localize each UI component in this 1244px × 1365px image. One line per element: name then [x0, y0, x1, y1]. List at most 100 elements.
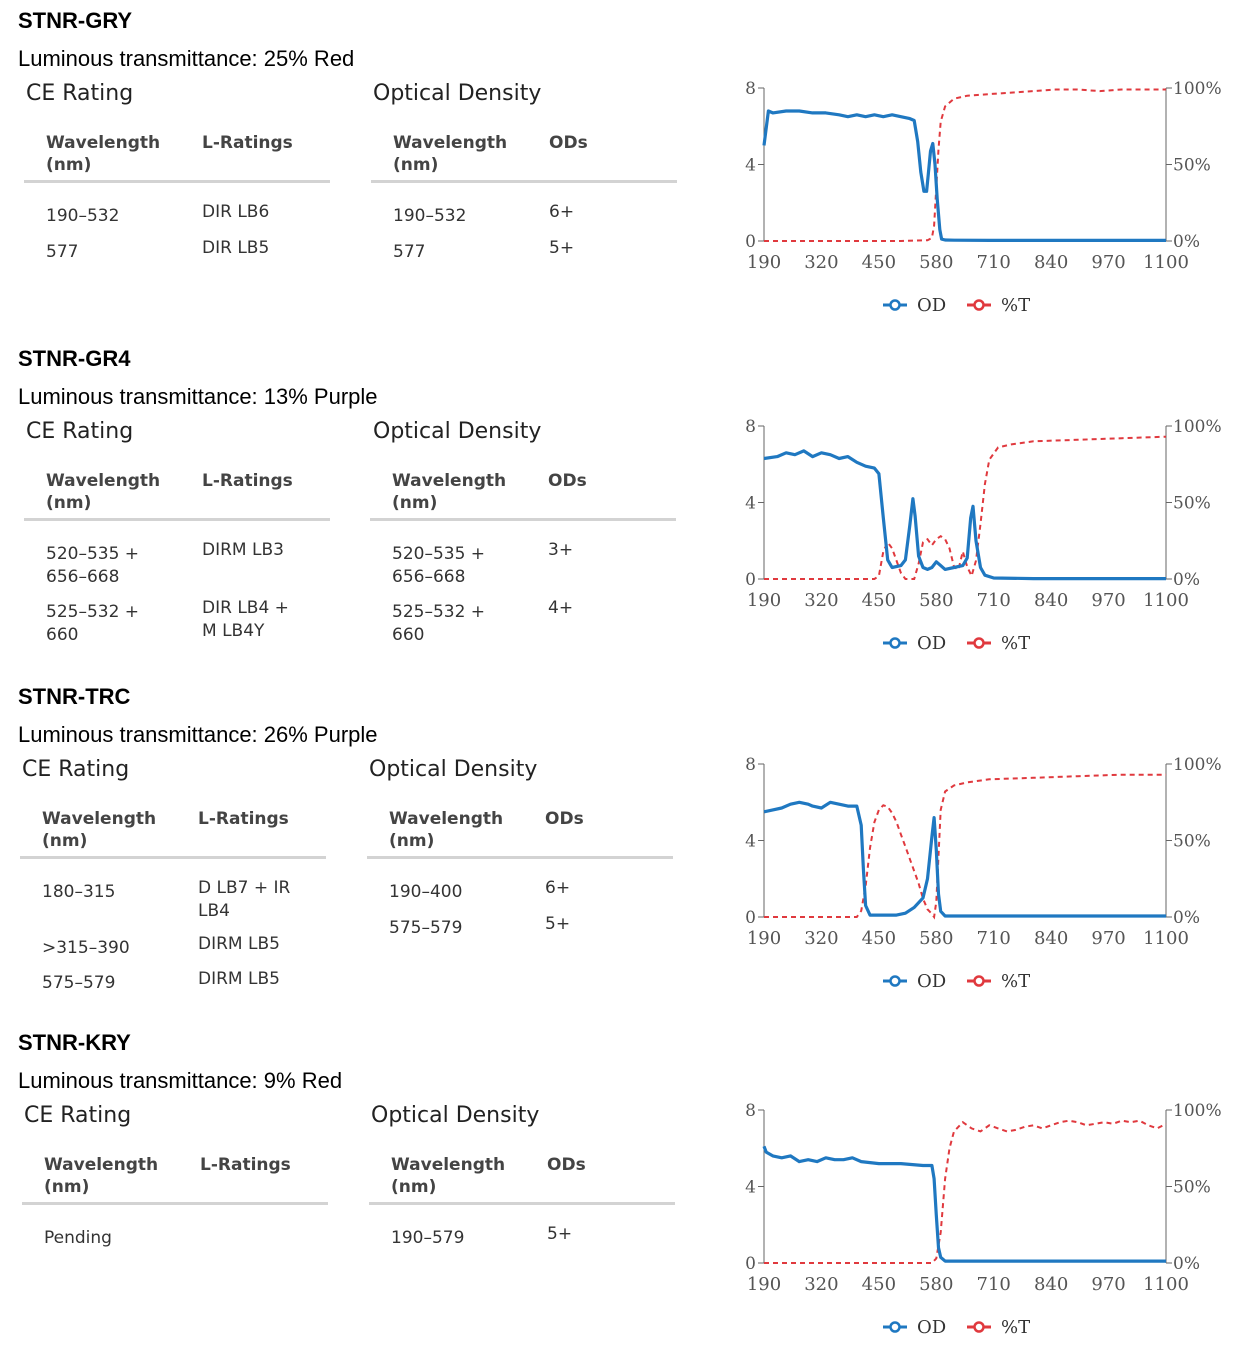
x-tick-label: 320	[804, 590, 838, 611]
optical-density-heading: Optical Density	[373, 81, 542, 106]
x-tick-label: 1100	[1143, 252, 1189, 273]
x-tick-label: 580	[919, 1274, 953, 1295]
legend-t-marker	[973, 975, 985, 987]
od-transmittance-chart: 0 4 8 0% 50% 100% 190 320 450 580 710 840 970 1100 OD%…	[720, 684, 1244, 1014]
right-tick-label: 0%	[1173, 908, 1200, 928]
column-header-wavelength: Wavelength (nm)	[389, 809, 504, 851]
legend-od-label: OD	[917, 633, 946, 654]
cell-od: 5+	[547, 1224, 573, 1244]
od-transmittance-chart: 0 4 8 0% 50% 100% 190 320 450 580 710 840 970 1100 OD%…	[720, 346, 1244, 676]
x-tick-label: 450	[862, 1274, 896, 1295]
cell-wavelength: >315–390	[42, 938, 130, 958]
column-header-ods: ODs	[545, 809, 584, 829]
right-tick-label: 0%	[1173, 232, 1200, 252]
legend-od-label: OD	[917, 971, 946, 992]
cell-wavelength: 180–315	[42, 882, 116, 902]
cell-wavelength: 190–532	[46, 206, 120, 226]
x-tick-label: 450	[862, 590, 896, 611]
left-tick-label: 0	[745, 570, 756, 590]
ce-rating-heading: CE Rating	[22, 757, 130, 782]
cell-od: 6+	[549, 202, 575, 222]
ce-rating-table: Wavelength (nm) L-Ratings 180–315 D LB7 + I…	[20, 802, 326, 993]
left-tick-label: 4	[745, 1178, 756, 1198]
cell-l-rating: DIRM LB5	[198, 969, 280, 989]
od-transmittance-chart: 0 4 8 0% 50% 100% 190 320 450 580 710 840 970 1100 OD%…	[720, 1030, 1244, 1360]
cell-wavelength: 577	[46, 242, 79, 262]
cell-wavelength: Pending	[44, 1228, 112, 1248]
x-tick-label: 710	[977, 590, 1011, 611]
x-tick-label: 320	[804, 252, 838, 273]
legend-t-marker	[973, 299, 985, 311]
x-tick-label: 970	[1091, 590, 1125, 611]
x-tick-label: 1100	[1143, 928, 1189, 949]
cell-od: 6+	[545, 878, 571, 898]
x-tick-label: 190	[747, 590, 781, 611]
right-tick-label: 100%	[1173, 755, 1222, 775]
right-tick-label: 50%	[1173, 494, 1211, 514]
x-tick-label: 840	[1034, 1274, 1068, 1295]
column-header-l-ratings: L-Ratings	[200, 1155, 291, 1175]
legend-od-marker	[889, 637, 901, 649]
ce-rating-table: Wavelength (nm) L-Ratings 520–535 + 656–66…	[24, 464, 330, 645]
cell-wavelength: 577	[393, 242, 426, 262]
chart-svg: 0 4 8 0% 50% 100% 190 320 450 580 710 840 970 1100 OD%…	[745, 755, 1222, 992]
right-tick-label: 50%	[1173, 832, 1211, 852]
cell-wavelength: 520–535 + 656–668	[392, 544, 486, 587]
cell-wavelength: 520–535 + 656–668	[46, 544, 140, 587]
optical-density-heading: Optical Density	[373, 419, 542, 444]
chart-svg: 0 4 8 0% 50% 100% 190 320 450 580 710 840 970 1100 OD%…	[745, 417, 1222, 654]
legend-t-label: %T	[1001, 1317, 1030, 1338]
cell-l-rating: DIRM LB5	[198, 934, 280, 954]
luminous-transmittance: Luminous transmittance: 25% Red	[18, 46, 355, 71]
ce-rating-table: Wavelength (nm) L-Ratings 190–532 DIR LB6 57…	[24, 126, 330, 262]
chart-svg: 0 4 8 0% 50% 100% 190 320 450 580 710 840 970 1100 OD%…	[745, 79, 1222, 316]
od-series-line	[763, 800, 1166, 918]
left-tick-label: 8	[745, 755, 756, 775]
right-tick-label: 100%	[1173, 1101, 1222, 1121]
column-header-l-ratings: L-Ratings	[198, 809, 289, 829]
x-tick-label: 580	[919, 252, 953, 273]
x-tick-label: 580	[919, 590, 953, 611]
x-tick-label: 840	[1034, 590, 1068, 611]
product-section: STNR-GRY Luminous transmittance: 25% Red C…	[0, 8, 1244, 338]
transmittance-series-line	[764, 773, 1166, 920]
legend-od-marker	[889, 1321, 901, 1333]
x-tick-label: 580	[919, 928, 953, 949]
transmittance-series-line	[764, 1119, 1167, 1264]
optical-density-table: Wavelength (nm) ODs 190–400 6+ 575–579 5+	[367, 802, 673, 938]
od-series-line	[763, 449, 1166, 581]
luminous-transmittance: Luminous transmittance: 26% Purple	[18, 722, 378, 747]
cell-od: 5+	[545, 914, 571, 934]
left-tick-label: 8	[745, 417, 756, 437]
product-section: STNR-KRY Luminous transmittance: 9% Red CE…	[0, 1030, 1244, 1360]
table-header: Wavelength (nm) L-Ratings	[20, 802, 326, 859]
legend-od-label: OD	[917, 295, 946, 316]
right-tick-label: 50%	[1173, 156, 1211, 176]
x-tick-label: 710	[977, 252, 1011, 273]
x-tick-label: 710	[977, 928, 1011, 949]
cell-wavelength: 575–579	[42, 973, 116, 993]
od-series-line	[762, 109, 1166, 242]
right-tick-label: 100%	[1173, 79, 1222, 99]
left-tick-label: 0	[745, 1254, 756, 1274]
legend-od-label: OD	[917, 1317, 946, 1338]
x-tick-label: 970	[1091, 928, 1125, 949]
luminous-transmittance: Luminous transmittance: 13% Purple	[18, 384, 378, 409]
right-tick-label: 50%	[1173, 1178, 1211, 1198]
cell-wavelength: 190–532	[393, 206, 467, 226]
column-header-ods: ODs	[549, 133, 588, 153]
left-tick-label: 8	[745, 79, 756, 99]
product-title: STNR-GRY	[18, 8, 133, 33]
legend-t-label: %T	[1001, 633, 1030, 654]
column-header-l-ratings: L-Ratings	[202, 471, 293, 491]
cell-wavelength: 190–400	[389, 882, 463, 902]
cell-od: 3+	[548, 540, 574, 560]
left-tick-label: 4	[745, 156, 756, 176]
x-tick-label: 970	[1091, 1274, 1125, 1295]
table-header: Wavelength (nm) ODs	[369, 1148, 675, 1205]
chart-svg: 0 4 8 0% 50% 100% 190 320 450 580 710 840 970 1100 OD%…	[745, 1101, 1222, 1338]
optical-density-heading: Optical Density	[371, 1103, 540, 1128]
ce-rating-heading: CE Rating	[26, 419, 134, 444]
cell-l-rating: DIR LB4 + M LB4Y	[202, 598, 289, 641]
right-tick-label: 100%	[1173, 417, 1222, 437]
